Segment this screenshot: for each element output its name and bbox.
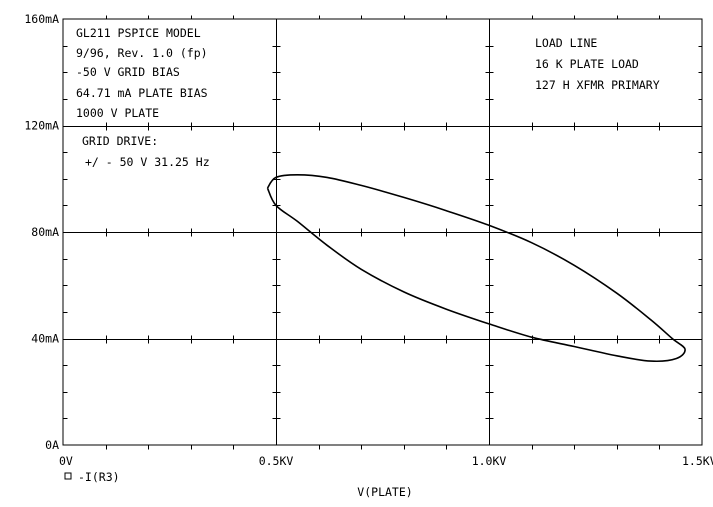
legend-label: -I(R3) — [78, 470, 120, 484]
y-tick-label: 120mA — [24, 119, 59, 133]
x-tick-label: 1.0KV — [472, 454, 507, 468]
annotation-left-line-2: 9/96, Rev. 1.0 (fp) — [76, 46, 208, 60]
annotation-left-line-3: -50 V GRID BIAS — [76, 65, 180, 79]
annotation-right-line-2: 16 K PLATE LOAD — [535, 57, 639, 71]
plot-frame — [62, 18, 703, 446]
annotation-left-line-5: 1000 V PLATE — [76, 106, 159, 120]
legend: -I(R3) — [64, 470, 120, 484]
annotation-right-line-3: 127 H XFMR PRIMARY — [535, 78, 660, 92]
grid-drive-heading: GRID DRIVE: — [82, 134, 158, 148]
grid-lines — [63, 15, 703, 450]
series-line-i-r3 — [266, 173, 686, 363]
grid-drive-value: +/ - 50 V 31.25 Hz — [85, 155, 210, 169]
annotation-right: LOAD LINE 16 K PLATE LOAD 127 H XFMR PRI… — [535, 36, 660, 92]
x-axis-label: V(PLATE) — [357, 485, 412, 499]
y-tick-label: 160mA — [24, 12, 59, 26]
annotation-grid-drive: GRID DRIVE: +/ - 50 V 31.25 Hz — [82, 134, 210, 169]
y-tick-label: 0A — [45, 438, 59, 452]
legend-marker — [64, 472, 72, 480]
x-tick-label: 0.5KV — [259, 454, 294, 468]
x-tick-label: 0V — [59, 454, 73, 468]
y-tick-label: 40mA — [31, 332, 59, 346]
y-tick-labels: 0A 40mA 80mA 120mA 160mA — [24, 12, 59, 452]
y-tick-label: 80mA — [31, 225, 59, 239]
annotation-right-line-1: LOAD LINE — [535, 36, 597, 50]
annotation-left-line-1: GL211 PSPICE MODEL — [76, 26, 201, 40]
x-tick-label: 1.5KV — [682, 454, 713, 468]
x-tick-labels: 0V 0.5KV 1.0KV 1.5KV — [59, 454, 713, 468]
annotation-left-line-4: 64.71 mA PLATE BIAS — [76, 86, 208, 100]
annotation-left: GL211 PSPICE MODEL 9/96, Rev. 1.0 (fp) -… — [76, 26, 208, 120]
